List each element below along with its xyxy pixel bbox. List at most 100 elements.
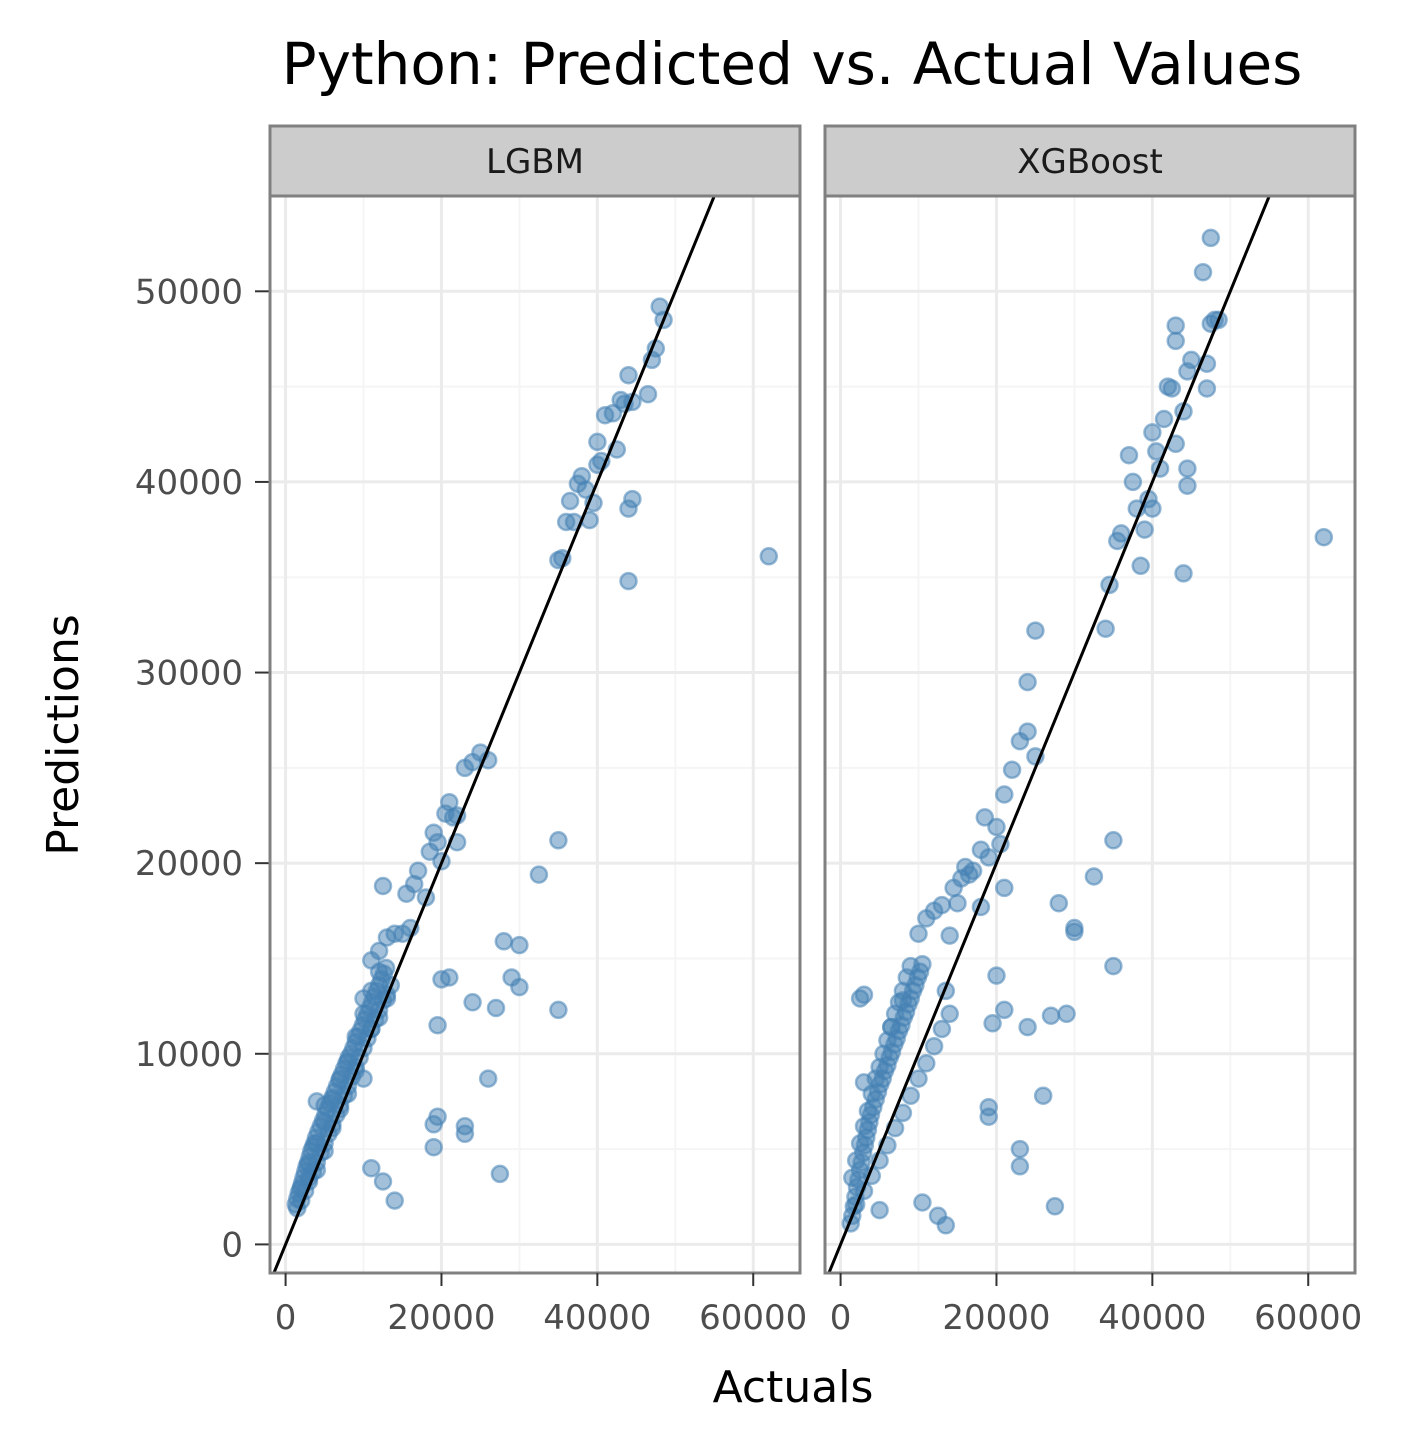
data-point (932, 1019, 952, 1039)
data-point (1010, 1139, 1030, 1159)
data-point (882, 1017, 901, 1037)
y-axis-ticks: 0 10000 20000 30000 40000 50000 (135, 272, 270, 1265)
data-point (385, 1191, 404, 1210)
x-axis-title: Actuals (713, 1362, 874, 1413)
data-point (1026, 621, 1045, 640)
data-point (1041, 1006, 1061, 1025)
strip-label: LGBM (486, 142, 584, 182)
data-point (858, 1101, 878, 1121)
data-point (428, 1107, 447, 1126)
data-point (909, 1069, 928, 1088)
data-point (1084, 867, 1104, 886)
data-point (1045, 1197, 1065, 1216)
y-tick-label: 20000 (135, 844, 243, 884)
data-point (623, 489, 642, 509)
data-point (901, 956, 920, 976)
x-tick-label: 60000 (699, 1298, 807, 1338)
data-point (315, 1096, 334, 1115)
data-point (1123, 472, 1143, 492)
panels: LGBM 0 20000 40000 60000 XGBoost 0 20000 40000 60… (268, 124, 1362, 1338)
data-point (1096, 619, 1115, 638)
data-point (486, 998, 506, 1018)
data-point (1135, 520, 1154, 539)
data-point (893, 991, 913, 1010)
data-point (846, 1151, 866, 1170)
strip-label: XGBoost (1017, 142, 1163, 182)
data-point (373, 1172, 393, 1191)
data-point (940, 926, 959, 945)
data-point (603, 404, 623, 423)
data-point (362, 1158, 381, 1178)
data-point (1018, 722, 1037, 741)
data-point (354, 989, 373, 1008)
data-point (1182, 350, 1201, 370)
data-point (494, 932, 514, 951)
data-point (936, 1216, 956, 1235)
data-point (588, 432, 607, 452)
data-point (549, 1000, 568, 1020)
data-point (1018, 672, 1037, 692)
data-point (924, 1036, 944, 1056)
data-point (424, 1137, 443, 1157)
data-point (369, 941, 389, 961)
x-tick-label: 20000 (942, 1298, 1050, 1338)
data-point (1197, 379, 1217, 398)
strip-background (823, 124, 1357, 198)
data-point (983, 1014, 1002, 1033)
y-tick-label: 0 (221, 1225, 243, 1265)
data-point (455, 1124, 475, 1144)
y-tick-label: 40000 (135, 463, 243, 503)
data-points (841, 228, 1334, 1235)
data-point (963, 861, 983, 881)
grid (825, 196, 1355, 1273)
data-point (932, 895, 952, 915)
x-tick-label: 0 (830, 1298, 852, 1338)
data-point (975, 808, 995, 827)
x-tick-label: 20000 (387, 1298, 495, 1338)
data-point (510, 977, 529, 997)
data-point (940, 1004, 959, 1024)
data-point (917, 1054, 936, 1073)
panel-lgbm: LGBM 0 20000 40000 60000 (268, 124, 807, 1338)
data-point (1065, 918, 1084, 938)
data-point (979, 848, 998, 867)
data-point (1018, 1017, 1037, 1037)
data-point (854, 1116, 874, 1136)
data-point (619, 365, 638, 385)
data-point (995, 1000, 1014, 1020)
data-point (490, 1164, 510, 1184)
data-point (1057, 1004, 1076, 1024)
data-point (1193, 262, 1213, 282)
data-point (854, 1073, 874, 1092)
data-point (1049, 893, 1069, 913)
y-tick-label: 30000 (135, 654, 243, 694)
data-point (987, 817, 1006, 837)
data-point (1166, 331, 1185, 351)
data-point (1010, 1157, 1030, 1176)
data-point (1002, 760, 1022, 780)
data-point (870, 1200, 889, 1220)
panel-background (270, 196, 800, 1273)
data-point (346, 1027, 365, 1046)
data-point (995, 785, 1014, 804)
data-point (1033, 1086, 1053, 1105)
chart-title: Python: Predicted vs. Actual Values (282, 30, 1303, 98)
data-point (1104, 831, 1123, 850)
data-point (1201, 228, 1221, 248)
data-point (854, 985, 874, 1004)
x-tick-label: 40000 (543, 1298, 651, 1338)
reference-line (827, 196, 1271, 1273)
data-point (478, 1069, 498, 1088)
data-point (1178, 459, 1197, 478)
panel-xgboost: XGBoost 0 20000 40000 60000 (823, 124, 1362, 1338)
strip-background (268, 124, 802, 198)
data-point (1154, 409, 1174, 429)
data-point (354, 1004, 373, 1024)
data-point (638, 384, 658, 404)
data-point (979, 1107, 998, 1126)
x-tick-label: 40000 (1098, 1298, 1206, 1338)
data-point (1143, 423, 1162, 442)
data-point (1119, 445, 1139, 465)
data-point (1111, 524, 1131, 543)
